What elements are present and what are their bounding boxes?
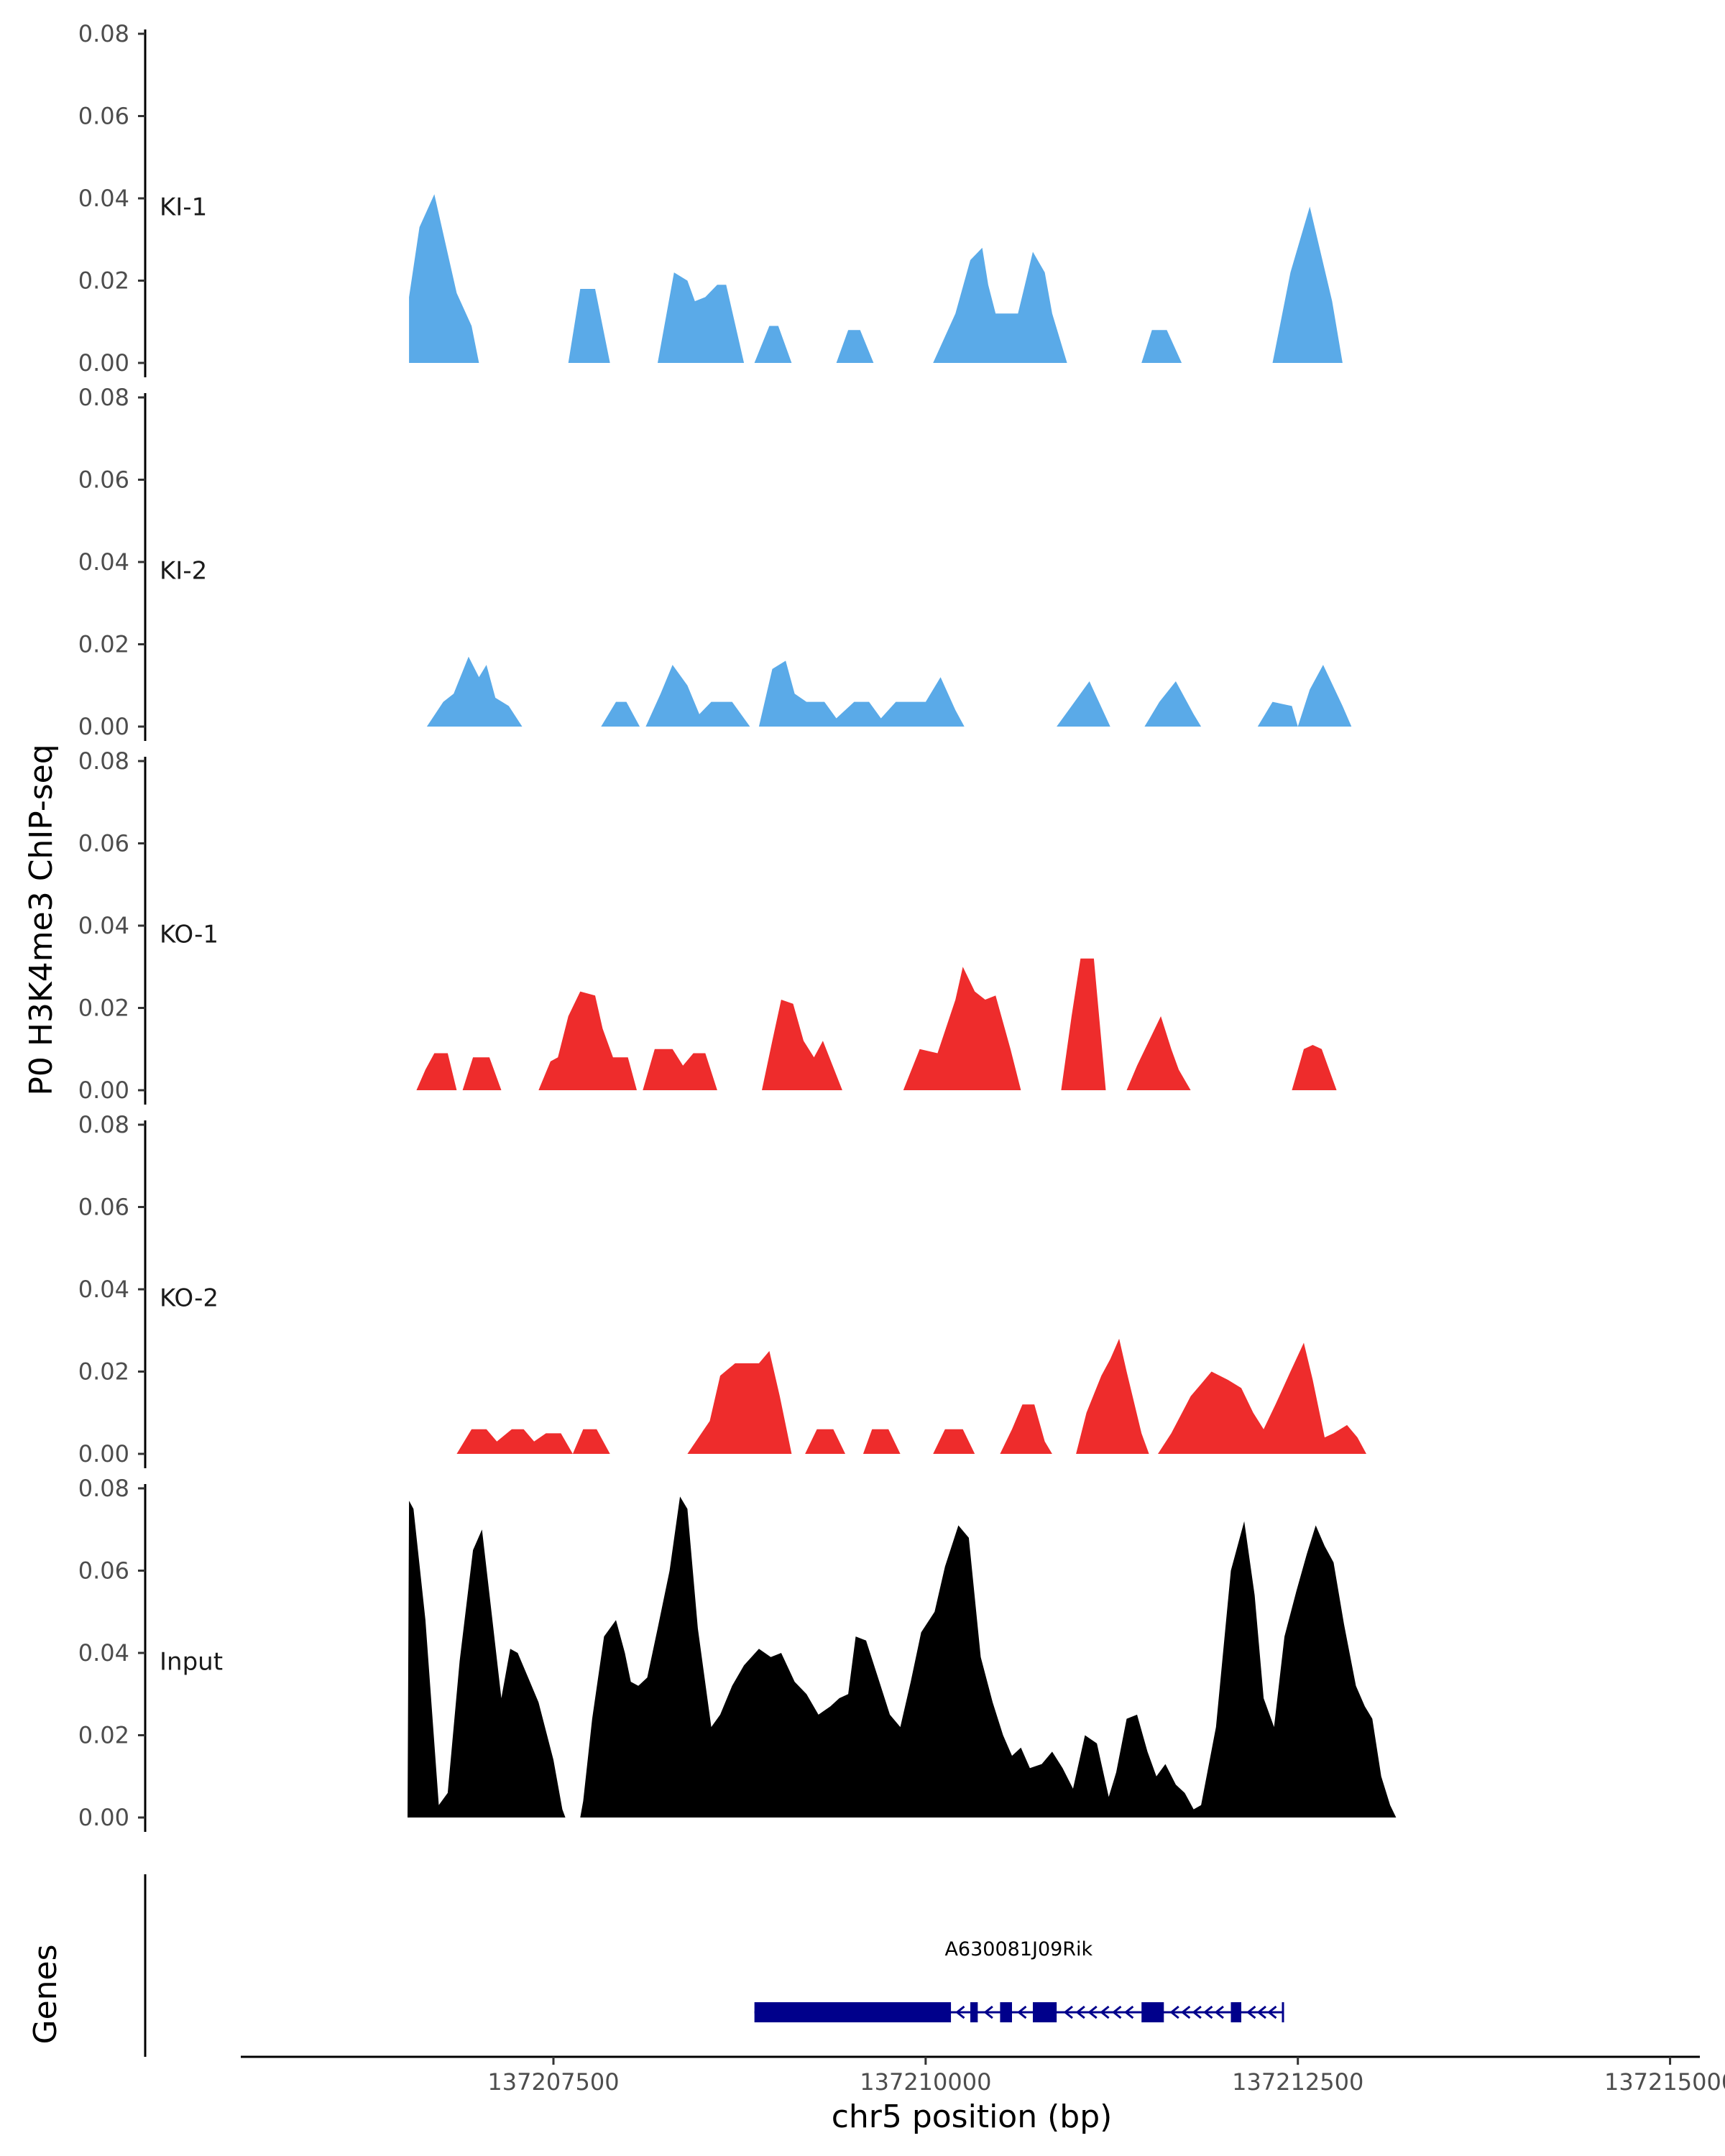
y-tick-label: 0.08 — [78, 20, 129, 47]
genes-axis-title: Genes — [27, 1944, 64, 2044]
strand-arrow — [1100, 2005, 1110, 2019]
strand-arrow — [1112, 2005, 1122, 2019]
y-tick-label: 0.08 — [78, 1111, 129, 1138]
y-tick-label: 0.02 — [78, 1358, 129, 1386]
y-tick-label: 0.06 — [78, 830, 129, 857]
y-tick-label: 0.02 — [78, 631, 129, 658]
y-tick-label: 0.04 — [78, 548, 129, 576]
y-tick-label: 0.00 — [78, 1804, 129, 1831]
track-label: Input — [160, 1647, 223, 1676]
y-tick-label: 0.02 — [78, 1722, 129, 1749]
gene-exon — [1141, 2002, 1164, 2022]
x-axis-title: chr5 position (bp) — [832, 2099, 1113, 2135]
y-tick-label: 0.08 — [78, 384, 129, 411]
strand-arrow — [955, 2005, 965, 2019]
track-label: KO-2 — [160, 1284, 218, 1312]
y-tick-label: 0.08 — [78, 1475, 129, 1502]
strand-arrow — [1214, 2005, 1224, 2019]
y-tick-label: 0.04 — [78, 1276, 129, 1303]
strand-arrow — [1192, 2005, 1202, 2019]
strand-arrow — [1246, 2005, 1256, 2019]
y-tick-label: 0.06 — [78, 466, 129, 494]
gene-exon — [1230, 2002, 1241, 2022]
track-ki-2: 0.00 0.02 0.04 0.06 0.08 KI-2 — [78, 384, 1352, 741]
x-tick-label: 137212500 — [1232, 2068, 1363, 2096]
gene-name: A630081J09Rik — [944, 1938, 1092, 1961]
y-tick-label: 0.04 — [78, 912, 129, 939]
strand-arrow — [1063, 2005, 1073, 2019]
strand-arrow — [1256, 2005, 1266, 2019]
x-axis: 137207500 137210000 137212500 137215000 — [241, 2055, 1725, 2096]
strand-arrow — [1075, 2005, 1085, 2019]
y-tick-label: 0.02 — [78, 995, 129, 1022]
coverage-area — [409, 194, 1343, 363]
strand-arrow — [1203, 2005, 1213, 2019]
strand-arrow — [1180, 2005, 1191, 2019]
track-label: KI-2 — [160, 556, 207, 585]
coverage-area — [416, 958, 1337, 1090]
y-tick-label: 0.00 — [78, 349, 129, 377]
gene-exon — [754, 2002, 952, 2022]
track-ko-1: 0.00 0.02 0.04 0.06 0.08 KO-1 — [78, 747, 1337, 1105]
x-tick-label: 137207500 — [487, 2068, 619, 2096]
coverage-tracks: 0.00 0.02 0.04 0.06 0.08 KI-1 0.00 0.02 0.04 0.06… — [78, 20, 1397, 1832]
x-tick-label: 137215000 — [1604, 2068, 1725, 2096]
y-tick-label: 0.02 — [78, 267, 129, 295]
coverage-area — [426, 656, 1352, 727]
track-label: KI-1 — [160, 193, 207, 221]
y-tick-label: 0.06 — [78, 1557, 129, 1585]
gene-exon — [1033, 2002, 1057, 2022]
y-tick-label: 0.00 — [78, 1440, 129, 1468]
track-input: 0.00 0.02 0.04 0.06 0.08 Input — [78, 1475, 1397, 1832]
y-tick-label: 0.06 — [78, 1194, 129, 1221]
y-axis-title: P0 H3K4me3 ChIP-seq — [23, 744, 60, 1095]
strand-arrow — [1123, 2005, 1134, 2019]
strand-arrow — [1017, 2005, 1027, 2019]
strand-arrow — [983, 2005, 993, 2019]
track-label: KO-1 — [160, 920, 218, 949]
y-tick-label: 0.04 — [78, 185, 129, 212]
y-tick-label: 0.04 — [78, 1639, 129, 1667]
track-ko-2: 0.00 0.02 0.04 0.06 0.08 KO-2 — [78, 1111, 1366, 1468]
strand-arrow — [1087, 2005, 1098, 2019]
gene-exon — [1000, 2002, 1012, 2022]
x-tick-label: 137210000 — [860, 2068, 991, 2096]
gene-annotation-panel: A630081J09Rik — [144, 1874, 1284, 2057]
strand-arrow — [1169, 2005, 1179, 2019]
coverage-area — [408, 1496, 1397, 1818]
y-tick-label: 0.00 — [78, 713, 129, 740]
coverage-area — [456, 1338, 1366, 1454]
y-tick-label: 0.00 — [78, 1077, 129, 1104]
gene-exon — [970, 2002, 978, 2022]
y-tick-label: 0.06 — [78, 103, 129, 130]
track-ki-1: 0.00 0.02 0.04 0.06 0.08 KI-1 — [78, 20, 1343, 377]
y-tick-label: 0.08 — [78, 747, 129, 775]
strand-arrow — [1267, 2005, 1277, 2019]
